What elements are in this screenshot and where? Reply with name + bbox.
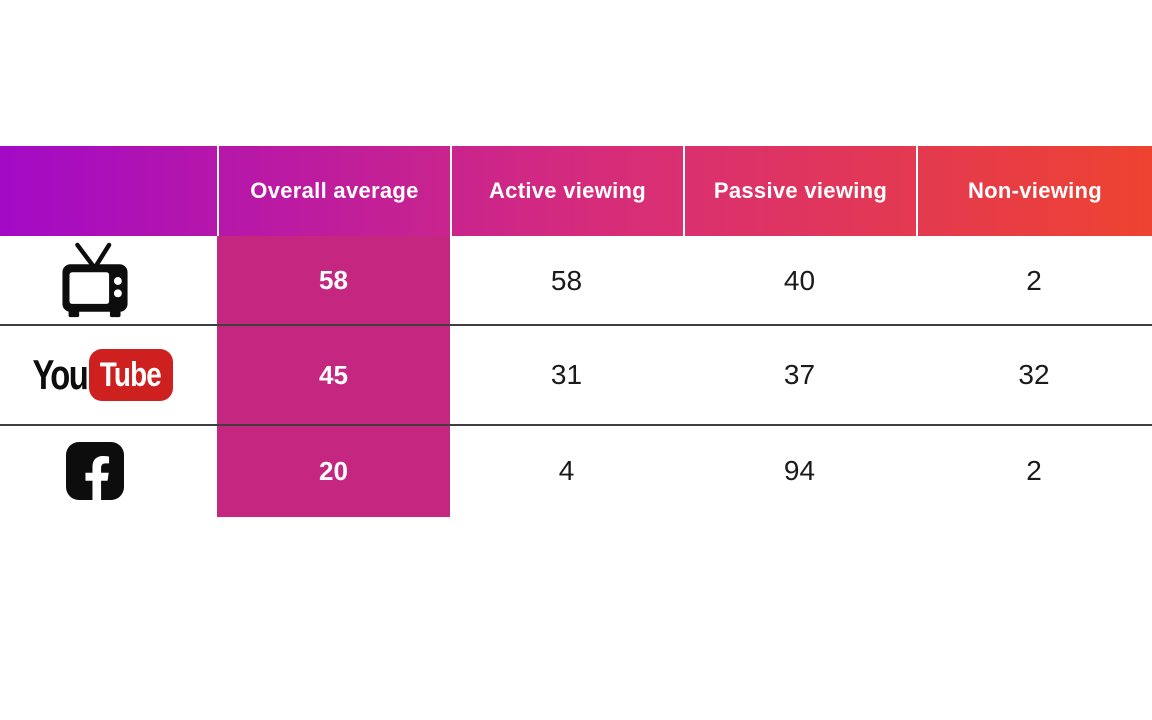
table-row-facebook: 20 4 94 2 xyxy=(0,425,1152,517)
active-viewing-value: 58 xyxy=(550,264,583,296)
overall-average-value: 58 xyxy=(217,236,450,325)
passive-viewing-value: 94 xyxy=(783,455,816,486)
tv-icon xyxy=(62,242,128,317)
youtube-logo-you: You xyxy=(32,351,89,398)
viewing-table: Overall average Active viewing Passive v… xyxy=(0,146,1152,517)
row-divider xyxy=(0,424,1152,426)
header-cell-platform xyxy=(0,146,217,236)
youtube-logo-tube: Tube xyxy=(99,355,162,394)
non-viewing-value: 32 xyxy=(1018,359,1050,390)
youtube-logo-tube-box: Tube xyxy=(88,349,173,401)
table-row-tv: 58 58 40 2 xyxy=(0,236,1152,325)
facebook-icon xyxy=(66,442,124,500)
overall-average-value: 45 xyxy=(217,325,450,425)
facebook-cell xyxy=(0,425,217,517)
row-divider xyxy=(0,324,1152,326)
youtube-cell: You Tube xyxy=(0,325,217,425)
table-row-youtube: You Tube 45 31 37 32 xyxy=(0,325,1152,425)
header-cell-overall-average: Overall average xyxy=(217,146,450,236)
passive-viewing-value: 40 xyxy=(783,264,816,296)
non-viewing-value: 2 xyxy=(1026,264,1042,296)
header-cell-passive-viewing: Passive viewing xyxy=(683,146,916,236)
overall-average-value: 20 xyxy=(217,425,450,517)
youtube-icon: You Tube xyxy=(17,349,173,401)
tv-cell xyxy=(0,236,217,325)
active-viewing-value: 4 xyxy=(558,455,575,486)
header-cell-non-viewing: Non-viewing xyxy=(916,146,1152,236)
table-header-row: Overall average Active viewing Passive v… xyxy=(0,146,1152,236)
header-cell-active-viewing: Active viewing xyxy=(450,146,683,236)
active-viewing-value: 31 xyxy=(550,359,583,390)
non-viewing-value: 2 xyxy=(1026,455,1042,486)
passive-viewing-value: 37 xyxy=(783,359,816,390)
